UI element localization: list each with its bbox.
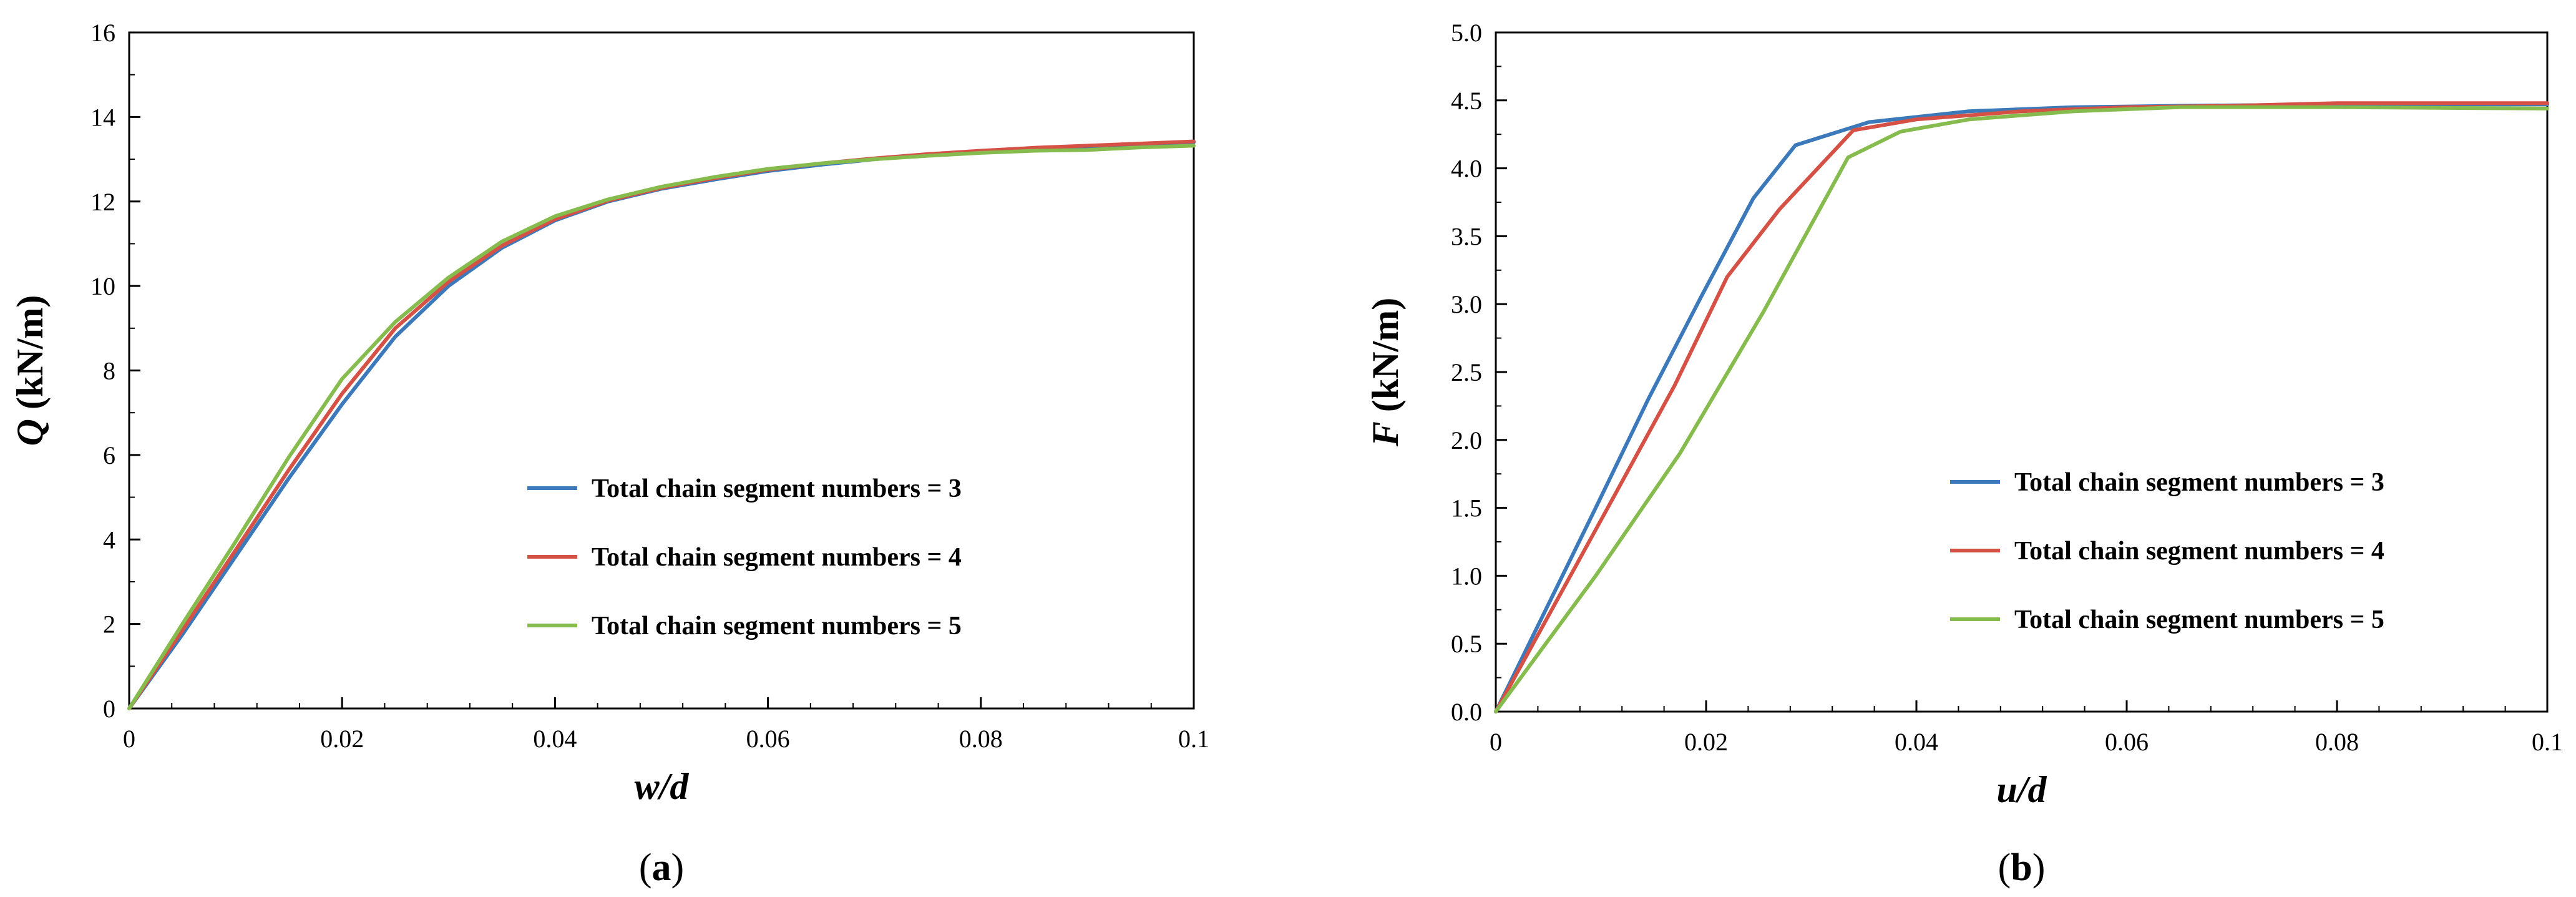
- y-tick-label: 6: [103, 441, 115, 469]
- legend-label-3: Total chain segment numbers = 5: [2014, 605, 2384, 634]
- legend-label-2: Total chain segment numbers = 4: [2014, 537, 2384, 566]
- y-tick-label: 1.0: [1451, 562, 1482, 590]
- y-tick-label: 16: [90, 19, 115, 47]
- series-line-3: [1494, 105, 2549, 713]
- legend-label-2: Total chain segment numbers = 4: [592, 543, 962, 572]
- y-tick-label: 2.5: [1451, 358, 1482, 386]
- y-axis-label: Q (kN/m): [9, 295, 51, 446]
- x-tick-label: 0.02: [1684, 728, 1728, 756]
- y-tick-label: 5.0: [1451, 19, 1482, 47]
- y-tick-label: 2: [103, 610, 115, 639]
- y-tick-label: 8: [103, 357, 115, 385]
- y-tick-label: 10: [90, 272, 115, 300]
- x-tick-label: 0.04: [1895, 728, 1938, 756]
- y-tick-label: 0.0: [1451, 698, 1482, 726]
- y-tick-label: 3.0: [1451, 290, 1482, 318]
- y-tick-label: 0.5: [1451, 630, 1482, 658]
- x-tick-label: 0: [123, 725, 135, 753]
- x-tick-label: 0.08: [959, 725, 1003, 753]
- legend-label-3: Total chain segment numbers = 5: [592, 612, 962, 640]
- x-tick-label: 0.02: [320, 725, 364, 753]
- legend-label-1: Total chain segment numbers = 3: [592, 474, 962, 503]
- legend-label-1: Total chain segment numbers = 3: [2014, 468, 2384, 497]
- x-axis-label: u/d: [1996, 769, 2047, 810]
- x-tick-label: 0.04: [533, 725, 577, 753]
- x-tick-label: 0.08: [2315, 728, 2359, 756]
- y-tick-label: 12: [90, 188, 115, 216]
- x-axis-label: w/d: [635, 766, 690, 807]
- x-tick-label: 0.1: [2532, 728, 2563, 756]
- y-tick-label: 0: [103, 695, 115, 723]
- x-tick-label: 0.06: [746, 725, 790, 753]
- plot-frame: [128, 31, 1195, 710]
- y-tick-label: 4.5: [1451, 87, 1482, 115]
- panel-label: (b): [1998, 846, 2046, 889]
- y-tick-label: 14: [90, 103, 115, 131]
- y-tick-label: 4.0: [1451, 155, 1482, 183]
- x-tick-label: 0: [1490, 728, 1502, 756]
- panel-label: (a): [639, 846, 684, 889]
- y-tick-label: 1.5: [1451, 494, 1482, 522]
- y-tick-label: 3.5: [1451, 222, 1482, 250]
- series-line-3: [127, 144, 1196, 710]
- x-tick-label: 0.06: [2105, 728, 2149, 756]
- y-axis-label: F (kN/m): [1365, 298, 1406, 447]
- chart-panel-b: 0 0.02 0.04 0.06 0.08 0.1 0.0 0.5 1.0 1.5 2.0 2.5 3.…: [1365, 19, 2563, 889]
- y-tick-label: 2.0: [1451, 426, 1482, 454]
- chart-panel-a: 0 0.02 0.04 0.06 0.08 0.1 0 2 4 6 8 10 12 14 16 w/d Q (k…: [9, 19, 1209, 889]
- y-tick-label: 4: [103, 526, 115, 554]
- x-tick-label: 0.1: [1178, 725, 1209, 753]
